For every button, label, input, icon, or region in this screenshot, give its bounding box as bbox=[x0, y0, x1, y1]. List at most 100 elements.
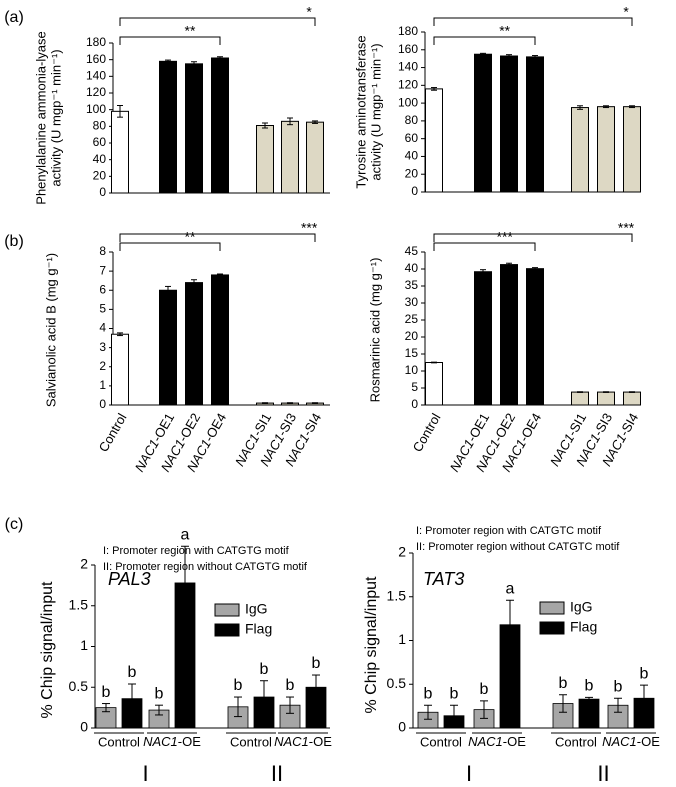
y-tick-label: 0 bbox=[398, 719, 406, 735]
y-tick-label: 15 bbox=[405, 346, 419, 360]
y-tick-label: 180 bbox=[398, 24, 418, 38]
y-tick-label: 0 bbox=[99, 397, 106, 411]
y-tick-label: 20 bbox=[93, 169, 107, 183]
y-tick-label: 60 bbox=[93, 135, 107, 149]
y-tick-label: 6 bbox=[99, 282, 106, 296]
significance-label: ** bbox=[499, 23, 510, 39]
y-tick-label: 20 bbox=[405, 329, 419, 343]
legend-label: IgG bbox=[570, 599, 593, 615]
significance-letter: b bbox=[450, 685, 459, 702]
x-tick-label: Control bbox=[230, 734, 272, 749]
legend-swatch bbox=[539, 621, 565, 635]
significance-label: ** bbox=[185, 23, 196, 39]
significance-bracket bbox=[119, 36, 221, 45]
x-tick-label: Control bbox=[555, 734, 597, 749]
bar bbox=[306, 121, 324, 194]
x-tick-label: Control bbox=[98, 734, 140, 749]
significance-letter: b bbox=[559, 675, 568, 692]
group-label: II bbox=[597, 761, 609, 786]
significance-letter: b bbox=[585, 678, 594, 695]
y-tick-label: 40 bbox=[405, 261, 419, 275]
bar bbox=[211, 57, 229, 194]
bar bbox=[159, 289, 177, 406]
annotation: II: Promoter region without CATGTG motif bbox=[103, 561, 308, 573]
bar bbox=[185, 282, 203, 406]
significance-bracket bbox=[433, 36, 536, 45]
legend-swatch bbox=[214, 623, 240, 637]
bar bbox=[111, 333, 129, 406]
y-tick-label: 20 bbox=[405, 166, 419, 180]
significance-letter: b bbox=[640, 665, 649, 682]
annotation: I: Promoter region with CATGTG motif bbox=[103, 545, 290, 557]
bar bbox=[597, 106, 615, 193]
significance-bracket bbox=[119, 242, 221, 251]
y-tick-label: 120 bbox=[86, 85, 106, 99]
y-tick-label: 0.5 bbox=[387, 675, 407, 691]
y-tick-label: 80 bbox=[93, 119, 107, 133]
bar bbox=[474, 53, 492, 193]
bar bbox=[571, 107, 589, 193]
significance-letter: b bbox=[312, 655, 321, 672]
y-tick-label: 2 bbox=[80, 556, 88, 572]
y-tick-label: 1 bbox=[398, 631, 406, 647]
y-tick-label: 100 bbox=[398, 95, 418, 109]
y-tick-label: 1.5 bbox=[387, 587, 407, 603]
y-tick-label: 160 bbox=[398, 42, 418, 56]
y-tick-label: 3 bbox=[99, 340, 106, 354]
y-tick-label: 30 bbox=[405, 295, 419, 309]
y-axis-label: activity (U mgp⁻¹ min⁻¹) bbox=[368, 43, 383, 180]
bar bbox=[526, 268, 544, 406]
significance-letter: b bbox=[614, 678, 623, 695]
y-tick-label: 35 bbox=[405, 278, 419, 292]
bar bbox=[500, 264, 518, 406]
y-tick-label: 1 bbox=[99, 378, 106, 392]
y-tick-label: 1 bbox=[80, 637, 88, 653]
bar bbox=[571, 391, 589, 406]
y-tick-label: 0 bbox=[411, 397, 418, 411]
y-tick-label: 140 bbox=[86, 69, 106, 83]
y-tick-label: 0 bbox=[411, 184, 418, 198]
bar bbox=[256, 125, 274, 194]
y-axis-label: Tyrosine aminotransferase bbox=[353, 35, 368, 188]
bar bbox=[425, 88, 443, 193]
significance-letter: b bbox=[260, 661, 269, 678]
y-tick-label: 45 bbox=[405, 244, 419, 258]
y-tick-label: 80 bbox=[405, 113, 419, 127]
annotation: II: Promoter region without CATGTC motif bbox=[416, 541, 620, 553]
group-label: II bbox=[271, 761, 283, 786]
chart-title: TAT3 bbox=[423, 569, 464, 589]
significance-letter: a bbox=[181, 526, 190, 543]
panel-label: (a) bbox=[4, 9, 24, 26]
y-tick-label: 4 bbox=[99, 321, 106, 335]
y-tick-label: 140 bbox=[398, 60, 418, 74]
y-axis-label: Rosmarinic acid (mg g⁻¹) bbox=[367, 258, 382, 403]
y-tick-label: 5 bbox=[411, 380, 418, 394]
y-tick-label: 40 bbox=[93, 152, 107, 166]
legend-label: IgG bbox=[245, 601, 268, 617]
bar bbox=[211, 274, 229, 406]
bar bbox=[159, 60, 177, 194]
significance-bracket bbox=[433, 233, 633, 242]
y-axis-label: activity (U mgp⁻¹ min⁻¹) bbox=[48, 49, 63, 186]
legend-swatch bbox=[214, 603, 240, 617]
y-tick-label: 2 bbox=[398, 544, 406, 560]
significance-label: * bbox=[306, 4, 312, 20]
significance-letter: a bbox=[506, 580, 515, 597]
bar bbox=[500, 55, 518, 193]
y-tick-label: 10 bbox=[405, 363, 419, 377]
significance-label: *** bbox=[618, 220, 635, 236]
significance-letter: b bbox=[424, 685, 433, 702]
y-tick-label: 0 bbox=[99, 185, 106, 199]
x-tick-label: NAC1-OE bbox=[602, 734, 660, 749]
y-tick-label: 25 bbox=[405, 312, 419, 326]
y-axis-label: Phenylalanine ammonia-lyase bbox=[33, 31, 48, 204]
x-tick-label: Control bbox=[410, 411, 444, 455]
y-tick-label: 60 bbox=[405, 131, 419, 145]
x-tick-label: NAC1-OE bbox=[468, 734, 526, 749]
y-axis-label: % Chip signal/input bbox=[363, 576, 380, 714]
significance-letter: b bbox=[234, 677, 243, 694]
significance-label: * bbox=[623, 4, 629, 20]
significance-letter: b bbox=[102, 684, 111, 701]
significance-bracket bbox=[119, 233, 316, 242]
significance-label: ** bbox=[185, 229, 196, 245]
